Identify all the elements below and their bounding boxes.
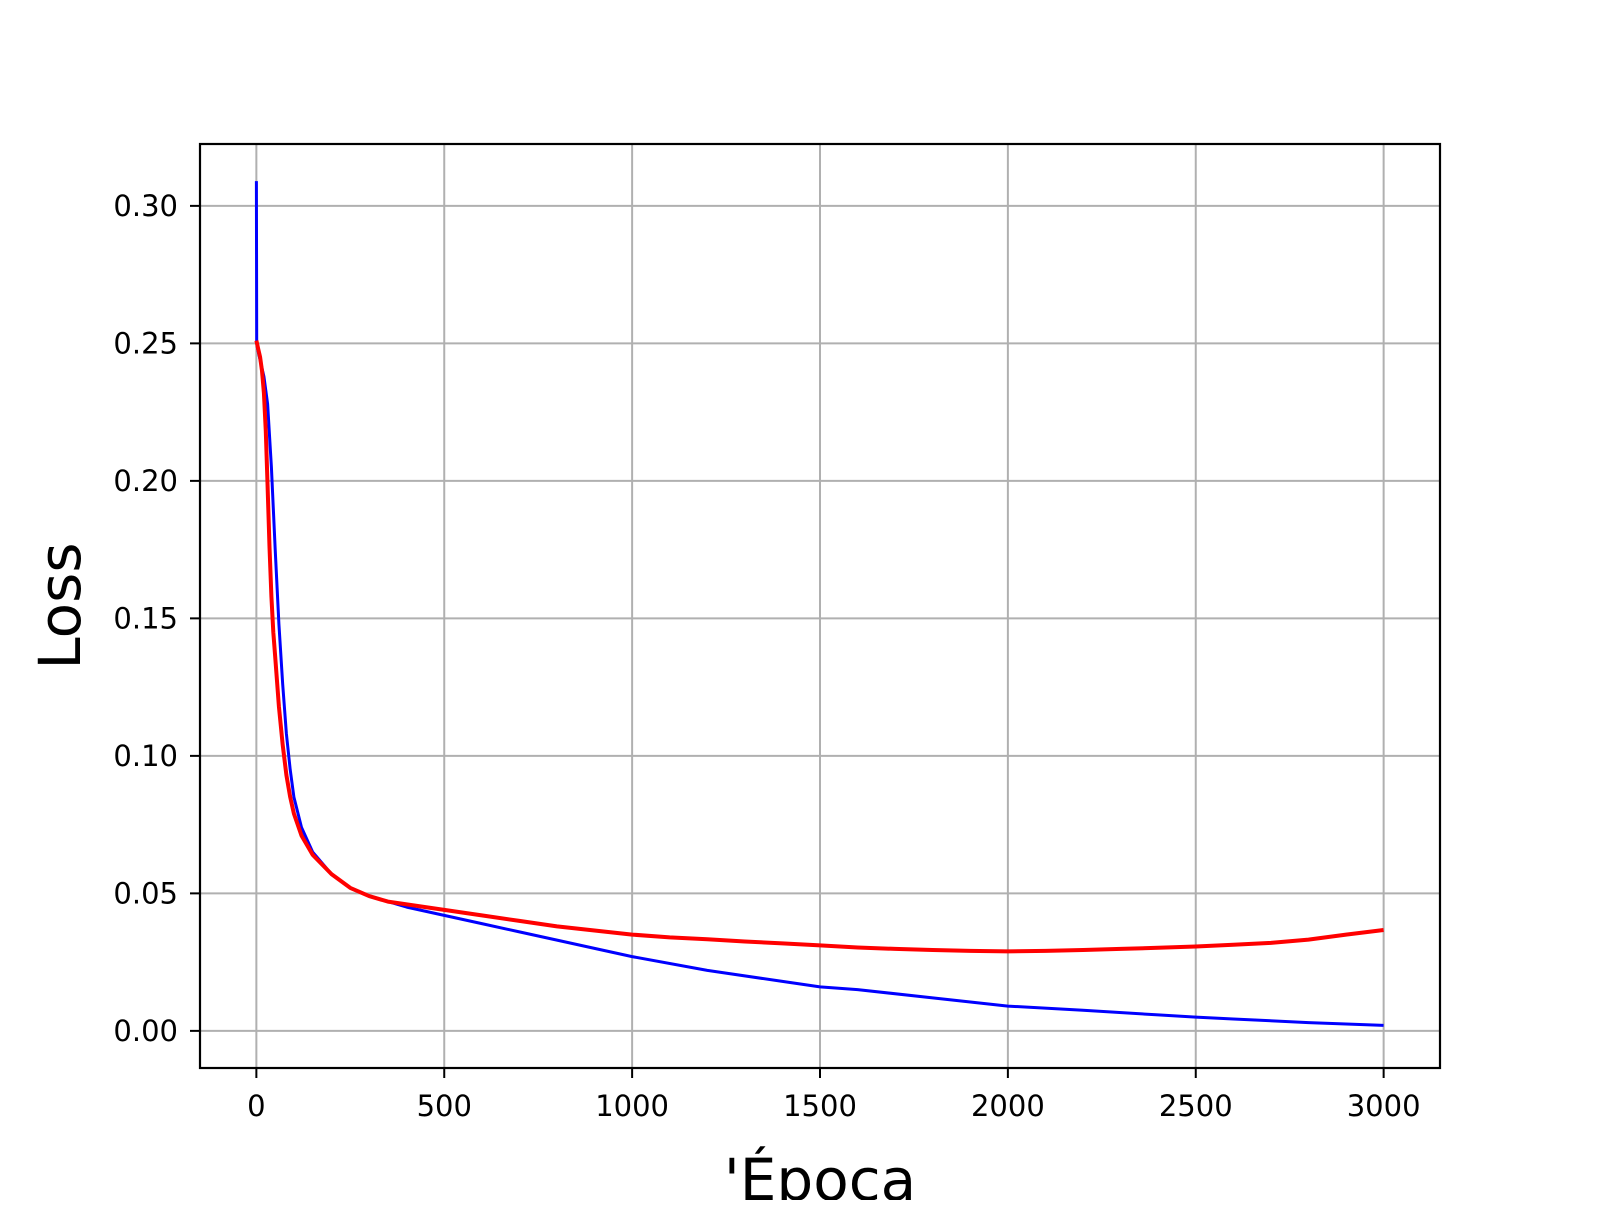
series-line-1 xyxy=(254,340,1384,954)
x-axis-label: 'Época xyxy=(724,1145,916,1200)
x-tick-label: 0 xyxy=(247,1089,265,1123)
y-tick-label: 0.20 xyxy=(113,464,178,498)
x-tick-label: 3000 xyxy=(1347,1089,1421,1123)
y-tick-label: 0.00 xyxy=(113,1014,178,1048)
series-layer xyxy=(254,181,1384,1027)
x-tick-label: 500 xyxy=(417,1089,472,1123)
y-tick-label: 0.10 xyxy=(113,739,178,773)
grid xyxy=(200,144,1440,1068)
x-tick-label: 1500 xyxy=(783,1089,857,1123)
y-tick-label: 0.30 xyxy=(113,189,178,223)
y-tick-label: 0.05 xyxy=(113,876,178,910)
x-tick-label: 2500 xyxy=(1159,1089,1233,1123)
y-tick-label: 0.15 xyxy=(113,601,178,635)
y-tick-label: 0.25 xyxy=(113,326,178,360)
ticks: 0 500 1000 1500 2000 2500 3000 0.00 0.05 0.10 0.15… xyxy=(113,189,1420,1123)
y-axis-label: Loss xyxy=(26,542,94,669)
x-tick-label: 2000 xyxy=(971,1089,1045,1123)
x-tick-label: 1000 xyxy=(595,1089,669,1123)
